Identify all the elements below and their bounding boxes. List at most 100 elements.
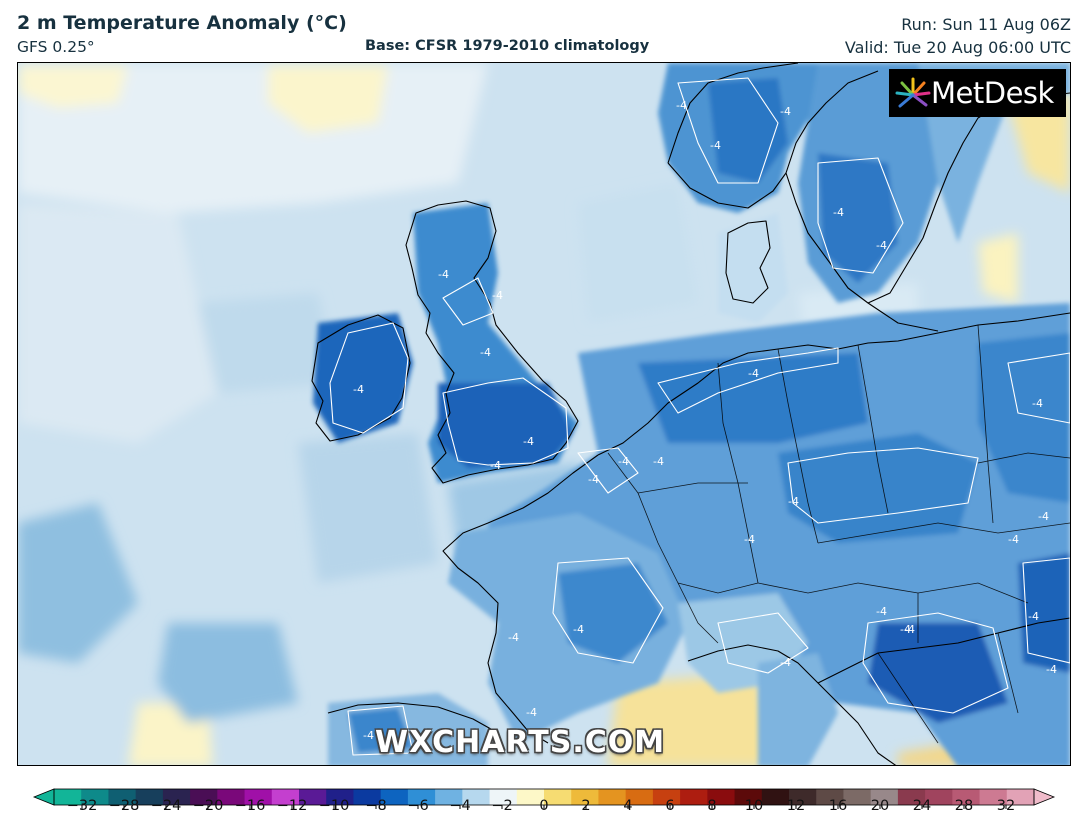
colorbar-tick-label: 0 (539, 798, 549, 814)
model-label: GFS 0.25° (17, 38, 95, 56)
colorbar-tick-label: 6 (665, 798, 675, 814)
colorbar-tick-label: 4 (623, 798, 633, 814)
contour-label: -4 (353, 383, 364, 396)
anomaly-map[interactable]: -4 -4 -4 -4 -4 -4 -4 -4 -4 -4 -4 -4 -4 -… (17, 62, 1071, 766)
colorbar-tick-label: −16 (234, 798, 266, 814)
colorbar-tick-label: 10 (744, 798, 764, 814)
contour-label: -4 (904, 623, 915, 636)
contour-label: -4 (653, 455, 664, 468)
colorbar-segment (870, 789, 899, 805)
colorbar-segment (598, 789, 627, 805)
colorbar-segment (816, 789, 845, 805)
chart-title: 2 m Temperature Anomaly (°C) (17, 12, 347, 34)
contour-label: -4 (780, 105, 791, 118)
colorbar-tick-label: −2 (491, 798, 513, 814)
contour-label: -4 (744, 533, 755, 546)
contour-label: -4 (788, 495, 799, 508)
colorbar-segment (761, 789, 790, 805)
colorbar-segment (897, 789, 926, 805)
colorbar-segment (843, 789, 872, 805)
colorbar-segment (190, 789, 218, 805)
valid-time-label: Valid: Tue 20 Aug 06:00 UTC (844, 38, 1071, 57)
contour-label: -4 (618, 455, 629, 468)
colorbar-segment (707, 789, 736, 805)
colorbar-tick-label: −28 (108, 798, 140, 814)
colorbar-tick-label: 8 (707, 798, 717, 814)
colorbar-segment (544, 789, 572, 805)
contour-label: -4 (492, 289, 503, 302)
contour-label: -4 (780, 656, 791, 669)
colorbar-tick-label: 28 (954, 798, 974, 814)
colorbar-segment (925, 789, 953, 805)
colorbar-tick-label: −10 (318, 798, 350, 814)
climatology-base-label: Base: CFSR 1979-2010 climatology (365, 38, 650, 54)
colorbar-segment (435, 789, 463, 805)
colorbar-segment (380, 789, 409, 805)
colorbar-max-arrow (1033, 788, 1056, 806)
contour-label: -4 (508, 631, 519, 644)
contour-label: -4 (876, 239, 887, 252)
colorbar-tick-label: −4 (449, 798, 471, 814)
colorbar-segment (462, 789, 491, 805)
metdesk-logo-text: MetDesk (931, 76, 1054, 110)
contour-label: -4 (1046, 663, 1057, 676)
colorbar-tick-label: 32 (996, 798, 1016, 814)
colorbar-segment (162, 789, 191, 805)
contour-label: -4 (710, 139, 721, 152)
anomaly-field: -4 -4 -4 -4 -4 -4 -4 -4 -4 -4 -4 -4 -4 -… (18, 63, 1070, 765)
colorbar-tick-label: 12 (786, 798, 806, 814)
wxcharts-watermark: WXCHARTS.COM (375, 725, 666, 760)
colorbar-segment (680, 789, 708, 805)
colorbar-segment (652, 789, 681, 805)
contour-label: -4 (490, 459, 501, 472)
colorbar-segment (326, 789, 355, 805)
contour-label: -4 (1038, 510, 1049, 523)
metdesk-burst-icon (895, 77, 931, 108)
colorbar-segment (217, 789, 246, 805)
colorbar (32, 788, 1056, 809)
colorbar-segment (516, 789, 545, 805)
colorbar-segment (299, 789, 327, 805)
metdesk-logo: MetDesk (889, 69, 1066, 117)
colorbar-segment (734, 789, 763, 805)
colorbar-tick-label: −8 (365, 798, 387, 814)
colorbar-tick-label: 16 (828, 798, 848, 814)
contour-label: -4 (833, 206, 844, 219)
colorbar-segment (571, 789, 600, 805)
colorbar-segment (952, 789, 981, 805)
colorbar-tick-label: −6 (407, 798, 429, 814)
contour-label: -4 (1008, 533, 1019, 546)
contour-label: -4 (573, 623, 584, 636)
colorbar-tick-label: 2 (581, 798, 591, 814)
colorbar-segment (979, 789, 1008, 805)
contour-label: -4 (1032, 397, 1043, 410)
contour-label: -4 (523, 435, 534, 448)
colorbar-segment (353, 789, 382, 805)
contour-label: -4 (1028, 610, 1039, 623)
contour-label: -4 (363, 729, 374, 742)
colorbar-tick-label: 24 (912, 798, 932, 814)
colorbar-tick-label: −12 (276, 798, 308, 814)
colorbar-segment (489, 789, 518, 805)
colorbar-segment (407, 789, 436, 805)
contour-label: -4 (480, 346, 491, 359)
colorbar-tick-label: 20 (870, 798, 890, 814)
colorbar-segment (244, 789, 273, 805)
colorbar-segment (54, 789, 82, 805)
contour-label: -4 (876, 605, 887, 618)
colorbar-min-arrow (32, 788, 55, 806)
contour-label: -4 (526, 706, 537, 719)
contour-label: -4 (900, 623, 911, 636)
contour-label: -4 (588, 473, 599, 486)
colorbar-segment (1006, 789, 1035, 805)
colorbar-segment (108, 789, 137, 805)
colorbar-tick-label: −24 (150, 798, 182, 814)
colorbar-segment (625, 789, 654, 805)
colorbar-segment (135, 789, 164, 805)
colorbar-tick-label: −20 (192, 798, 224, 814)
colorbar-segment (271, 789, 300, 805)
contour-label: -4 (676, 99, 687, 112)
run-time-label: Run: Sun 11 Aug 06Z (901, 15, 1071, 34)
contour-label: -4 (438, 268, 449, 281)
colorbar-segment (81, 789, 110, 805)
